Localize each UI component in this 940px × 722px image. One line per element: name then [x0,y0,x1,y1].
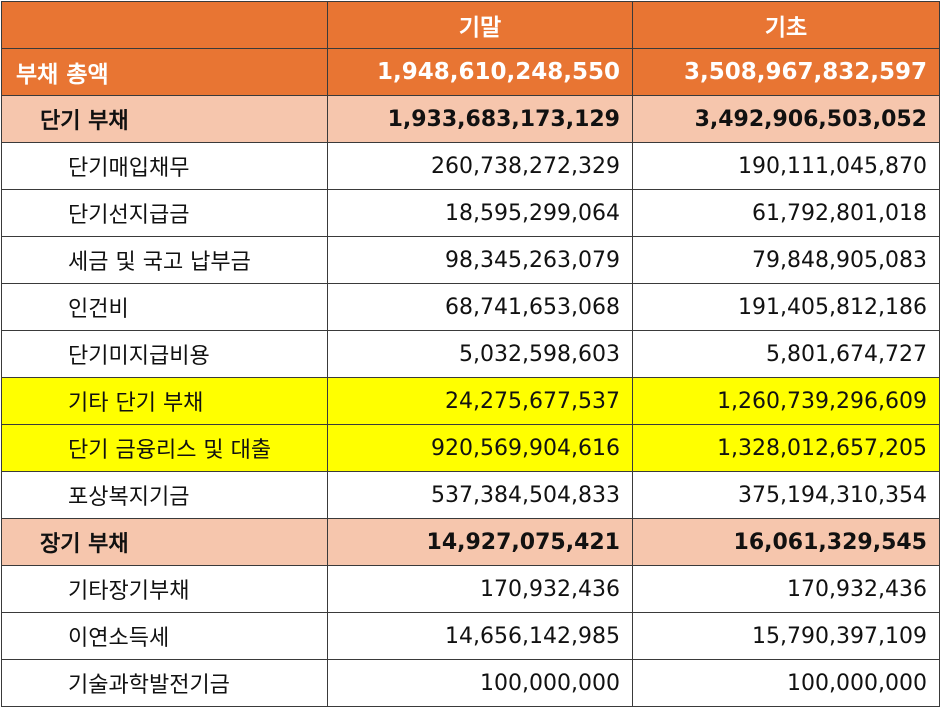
highlighted-table-row: 기타 단기 부채 24,275,677,537 1,260,739,296,60… [1,377,940,425]
total-end-value: 1,948,610,248,550 [327,48,633,96]
row-begin-value: 5,801,674,727 [632,330,940,378]
row-begin-value: 100,000,000 [632,659,940,707]
liabilities-table: 기말 기초 부채 총액 1,948,610,248,550 3,508,967,… [1,1,940,707]
row-begin-value: 191,405,812,186 [632,283,940,331]
row-end-value: 920,569,904,616 [327,424,633,472]
row-begin-value: 1,328,012,657,205 [632,424,940,472]
header-end-period: 기말 [327,1,633,49]
row-label: 단기매입채무 [1,142,328,190]
short-term-begin-value: 3,492,906,503,052 [632,95,940,143]
table-row: 단기미지급비용 5,032,598,603 5,801,674,727 [1,330,940,378]
liabilities-table-container: 기말 기초 부채 총액 1,948,610,248,550 3,508,967,… [1,1,940,707]
short-term-label: 단기 부채 [1,95,328,143]
table-row: 단기선지급금 18,595,299,064 61,792,801,018 [1,189,940,237]
row-end-value: 537,384,504,833 [327,471,633,519]
row-end-value: 68,741,653,068 [327,283,633,331]
table-row: 포상복지기금 537,384,504,833 375,194,310,354 [1,471,940,519]
row-end-value: 98,345,263,079 [327,236,633,284]
row-label: 기술과학발전기금 [1,659,328,707]
header-begin-period: 기초 [632,1,940,49]
row-label: 포상복지기금 [1,471,328,519]
row-begin-value: 190,111,045,870 [632,142,940,190]
row-begin-value: 61,792,801,018 [632,189,940,237]
row-label: 기타장기부채 [1,565,328,613]
row-end-value: 24,275,677,537 [327,377,633,425]
long-term-label: 장기 부채 [1,518,328,566]
table-row: 기타장기부채 170,932,436 170,932,436 [1,565,940,613]
table-row: 세금 및 국고 납부금 98,345,263,079 79,848,905,08… [1,236,940,284]
row-end-value: 18,595,299,064 [327,189,633,237]
row-label: 단기미지급비용 [1,330,328,378]
row-end-value: 100,000,000 [327,659,633,707]
long-term-liabilities-row: 장기 부채 14,927,075,421 16,061,329,545 [1,518,940,566]
row-label: 단기선지급금 [1,189,328,237]
total-label: 부채 총액 [1,48,328,96]
short-term-end-value: 1,933,683,173,129 [327,95,633,143]
highlighted-table-row: 단기 금융리스 및 대출 920,569,904,616 1,328,012,6… [1,424,940,472]
short-term-liabilities-row: 단기 부채 1,933,683,173,129 3,492,906,503,05… [1,95,940,143]
row-end-value: 170,932,436 [327,565,633,613]
row-begin-value: 15,790,397,109 [632,612,940,660]
row-label: 이연소득세 [1,612,328,660]
row-label: 인건비 [1,283,328,331]
long-term-begin-value: 16,061,329,545 [632,518,940,566]
row-begin-value: 375,194,310,354 [632,471,940,519]
header-label-cell [1,1,328,49]
long-term-end-value: 14,927,075,421 [327,518,633,566]
total-liabilities-row: 부채 총액 1,948,610,248,550 3,508,967,832,59… [1,48,940,96]
table-row: 이연소득세 14,656,142,985 15,790,397,109 [1,612,940,660]
row-begin-value: 79,848,905,083 [632,236,940,284]
row-label: 세금 및 국고 납부금 [1,236,328,284]
row-label: 기타 단기 부채 [1,377,328,425]
row-end-value: 14,656,142,985 [327,612,633,660]
table-row: 기술과학발전기금 100,000,000 100,000,000 [1,659,940,707]
row-end-value: 5,032,598,603 [327,330,633,378]
row-begin-value: 1,260,739,296,609 [632,377,940,425]
row-begin-value: 170,932,436 [632,565,940,613]
total-begin-value: 3,508,967,832,597 [632,48,940,96]
table-row: 단기매입채무 260,738,272,329 190,111,045,870 [1,142,940,190]
row-end-value: 260,738,272,329 [327,142,633,190]
table-row: 인건비 68,741,653,068 191,405,812,186 [1,283,940,331]
row-label: 단기 금융리스 및 대출 [1,424,328,472]
table-header-row: 기말 기초 [1,1,940,49]
